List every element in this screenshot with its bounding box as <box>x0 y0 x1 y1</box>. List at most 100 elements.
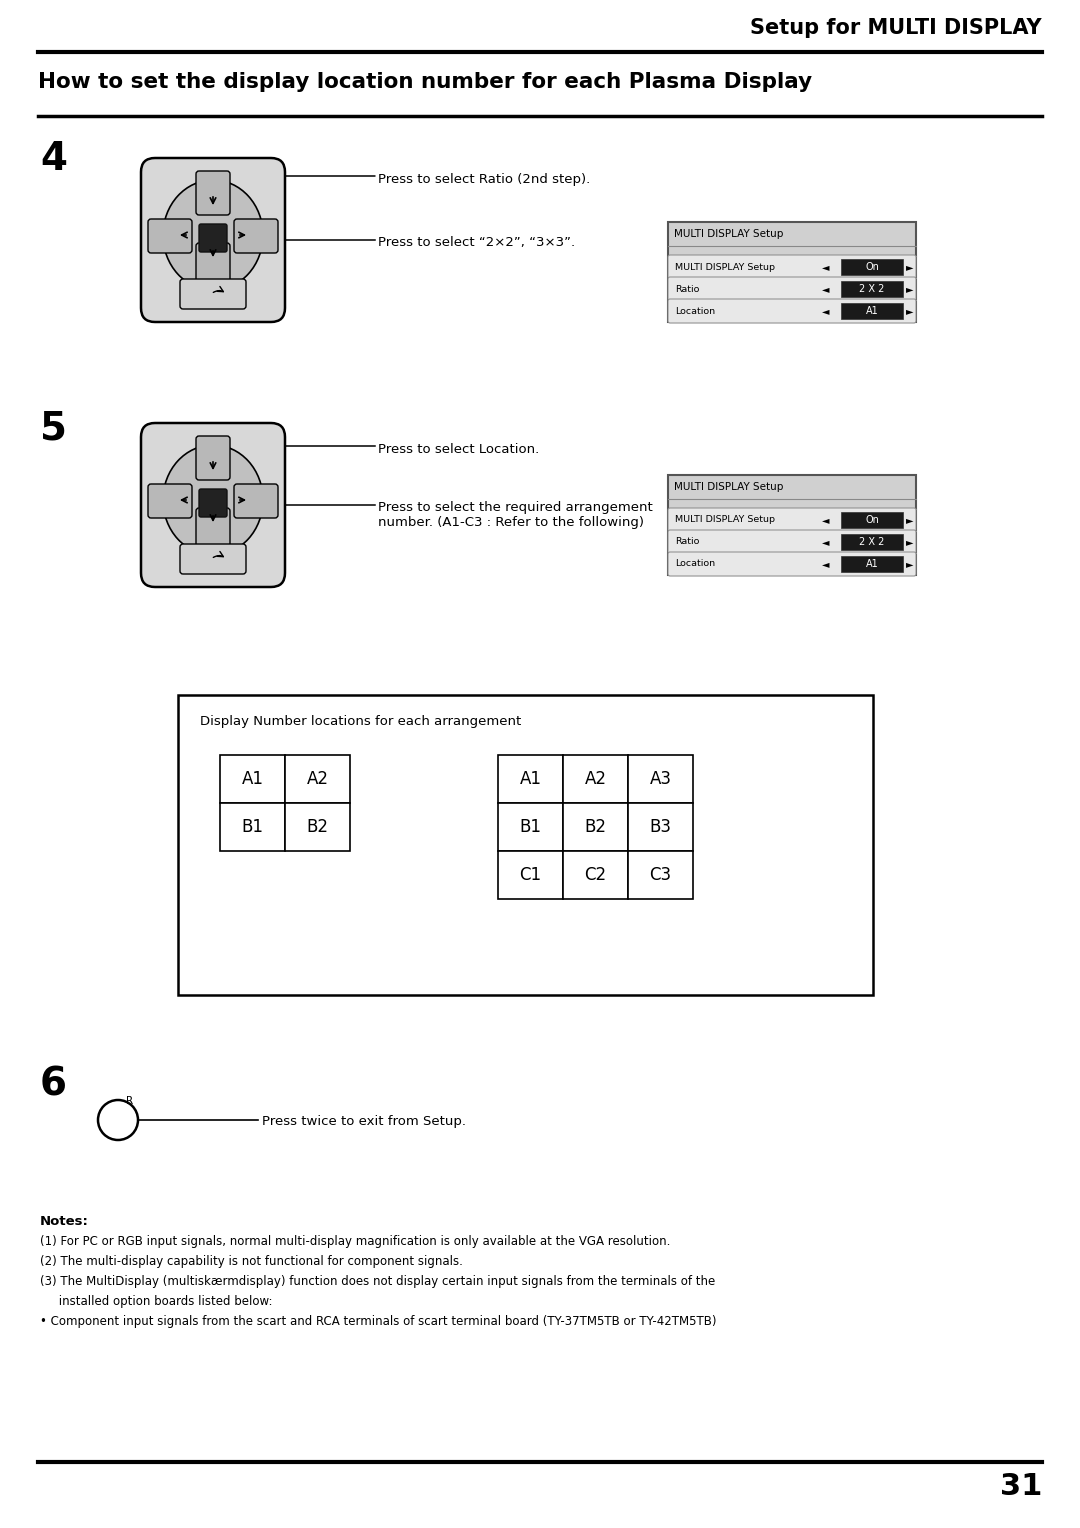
Text: 6: 6 <box>40 1065 67 1103</box>
FancyBboxPatch shape <box>841 260 903 275</box>
Text: B2: B2 <box>307 817 328 836</box>
Text: Press to select “2×2”, “3×3”.: Press to select “2×2”, “3×3”. <box>378 235 576 249</box>
FancyBboxPatch shape <box>141 157 285 322</box>
Text: ►: ► <box>906 261 914 272</box>
Text: A1: A1 <box>866 559 878 568</box>
Text: ►: ► <box>906 536 914 547</box>
Text: Location: Location <box>675 307 715 315</box>
FancyBboxPatch shape <box>563 804 627 851</box>
FancyBboxPatch shape <box>563 755 627 804</box>
FancyBboxPatch shape <box>669 222 916 322</box>
Text: 4: 4 <box>40 141 67 177</box>
FancyBboxPatch shape <box>141 423 285 587</box>
Text: Press twice to exit from Setup.: Press twice to exit from Setup. <box>262 1115 465 1128</box>
Text: MULTI DISPLAY Setup: MULTI DISPLAY Setup <box>674 481 783 492</box>
Text: MULTI DISPLAY Setup: MULTI DISPLAY Setup <box>674 229 783 238</box>
Text: Press to select Ratio (2nd step).: Press to select Ratio (2nd step). <box>378 173 591 186</box>
FancyBboxPatch shape <box>234 219 278 254</box>
FancyBboxPatch shape <box>627 755 693 804</box>
FancyBboxPatch shape <box>841 303 903 319</box>
Text: ◄: ◄ <box>822 261 829 272</box>
FancyBboxPatch shape <box>841 533 903 550</box>
FancyBboxPatch shape <box>199 489 227 516</box>
Text: ►: ► <box>906 515 914 526</box>
FancyBboxPatch shape <box>498 755 563 804</box>
FancyBboxPatch shape <box>220 804 285 851</box>
Text: Location: Location <box>675 559 715 568</box>
Text: (1) For PC or RGB input signals, normal multi-display magnification is only avai: (1) For PC or RGB input signals, normal … <box>40 1235 671 1248</box>
FancyBboxPatch shape <box>669 475 916 575</box>
FancyBboxPatch shape <box>195 243 230 287</box>
Text: ►: ► <box>906 559 914 568</box>
Text: Press to select Location.: Press to select Location. <box>378 443 539 455</box>
Text: ►: ► <box>906 284 914 293</box>
FancyBboxPatch shape <box>498 804 563 851</box>
FancyBboxPatch shape <box>669 507 916 532</box>
FancyBboxPatch shape <box>195 507 230 552</box>
Text: MULTI DISPLAY Setup: MULTI DISPLAY Setup <box>675 515 775 524</box>
Text: B2: B2 <box>584 817 607 836</box>
FancyBboxPatch shape <box>841 281 903 296</box>
Text: MULTI DISPLAY Setup: MULTI DISPLAY Setup <box>675 263 775 272</box>
Text: A1: A1 <box>242 770 264 788</box>
Text: 31: 31 <box>1000 1471 1042 1500</box>
FancyBboxPatch shape <box>148 219 192 254</box>
Text: Setup for MULTI DISPLAY: Setup for MULTI DISPLAY <box>751 18 1042 38</box>
Text: B3: B3 <box>649 817 672 836</box>
FancyBboxPatch shape <box>220 755 285 804</box>
Text: ►: ► <box>906 306 914 316</box>
Text: ◄: ◄ <box>822 515 829 526</box>
FancyBboxPatch shape <box>841 512 903 529</box>
Text: B1: B1 <box>519 817 541 836</box>
FancyBboxPatch shape <box>627 851 693 898</box>
Text: C1: C1 <box>519 866 541 885</box>
Text: 2 X 2: 2 X 2 <box>860 536 885 547</box>
FancyBboxPatch shape <box>498 851 563 898</box>
Ellipse shape <box>163 445 264 555</box>
Text: On: On <box>865 515 879 526</box>
FancyBboxPatch shape <box>285 755 350 804</box>
FancyBboxPatch shape <box>199 225 227 252</box>
FancyBboxPatch shape <box>285 804 350 851</box>
Text: ◄: ◄ <box>822 306 829 316</box>
Text: A1: A1 <box>519 770 541 788</box>
Text: Display Number locations for each arrangement: Display Number locations for each arrang… <box>200 715 522 727</box>
Text: B1: B1 <box>242 817 264 836</box>
Text: R: R <box>126 1096 133 1106</box>
FancyBboxPatch shape <box>195 171 230 215</box>
Text: C3: C3 <box>649 866 672 885</box>
Text: (3) The MultiDisplay (multiskærmdisplay) function does not display certain input: (3) The MultiDisplay (multiskærmdisplay)… <box>40 1274 715 1288</box>
Text: Ratio: Ratio <box>675 284 700 293</box>
Text: On: On <box>865 261 879 272</box>
FancyBboxPatch shape <box>669 277 916 301</box>
FancyBboxPatch shape <box>563 851 627 898</box>
Text: 5: 5 <box>40 410 67 448</box>
FancyBboxPatch shape <box>234 484 278 518</box>
Text: 2 X 2: 2 X 2 <box>860 284 885 293</box>
FancyBboxPatch shape <box>669 530 916 555</box>
FancyBboxPatch shape <box>669 255 916 280</box>
Text: (2) The multi-display capability is not functional for component signals.: (2) The multi-display capability is not … <box>40 1254 463 1268</box>
Text: A3: A3 <box>649 770 672 788</box>
Text: How to set the display location number for each Plasma Display: How to set the display location number f… <box>38 72 812 92</box>
FancyBboxPatch shape <box>841 556 903 571</box>
Text: A2: A2 <box>307 770 328 788</box>
FancyBboxPatch shape <box>669 552 916 576</box>
FancyBboxPatch shape <box>180 544 246 575</box>
Text: Ratio: Ratio <box>675 538 700 547</box>
FancyBboxPatch shape <box>669 299 916 322</box>
Text: Press to select the required arrangement
number. (A1-C3 : Refer to the following: Press to select the required arrangement… <box>378 501 652 529</box>
Text: A2: A2 <box>584 770 607 788</box>
Text: • Component input signals from the scart and RCA terminals of scart terminal boa: • Component input signals from the scart… <box>40 1316 716 1328</box>
FancyBboxPatch shape <box>180 280 246 309</box>
Text: Notes:: Notes: <box>40 1215 89 1229</box>
Ellipse shape <box>163 180 264 290</box>
Text: ◄: ◄ <box>822 284 829 293</box>
Circle shape <box>98 1100 138 1140</box>
FancyBboxPatch shape <box>195 435 230 480</box>
Text: ◄: ◄ <box>822 536 829 547</box>
FancyBboxPatch shape <box>148 484 192 518</box>
FancyBboxPatch shape <box>627 804 693 851</box>
Text: installed option boards listed below:: installed option boards listed below: <box>40 1296 272 1308</box>
Text: ◄: ◄ <box>822 559 829 568</box>
